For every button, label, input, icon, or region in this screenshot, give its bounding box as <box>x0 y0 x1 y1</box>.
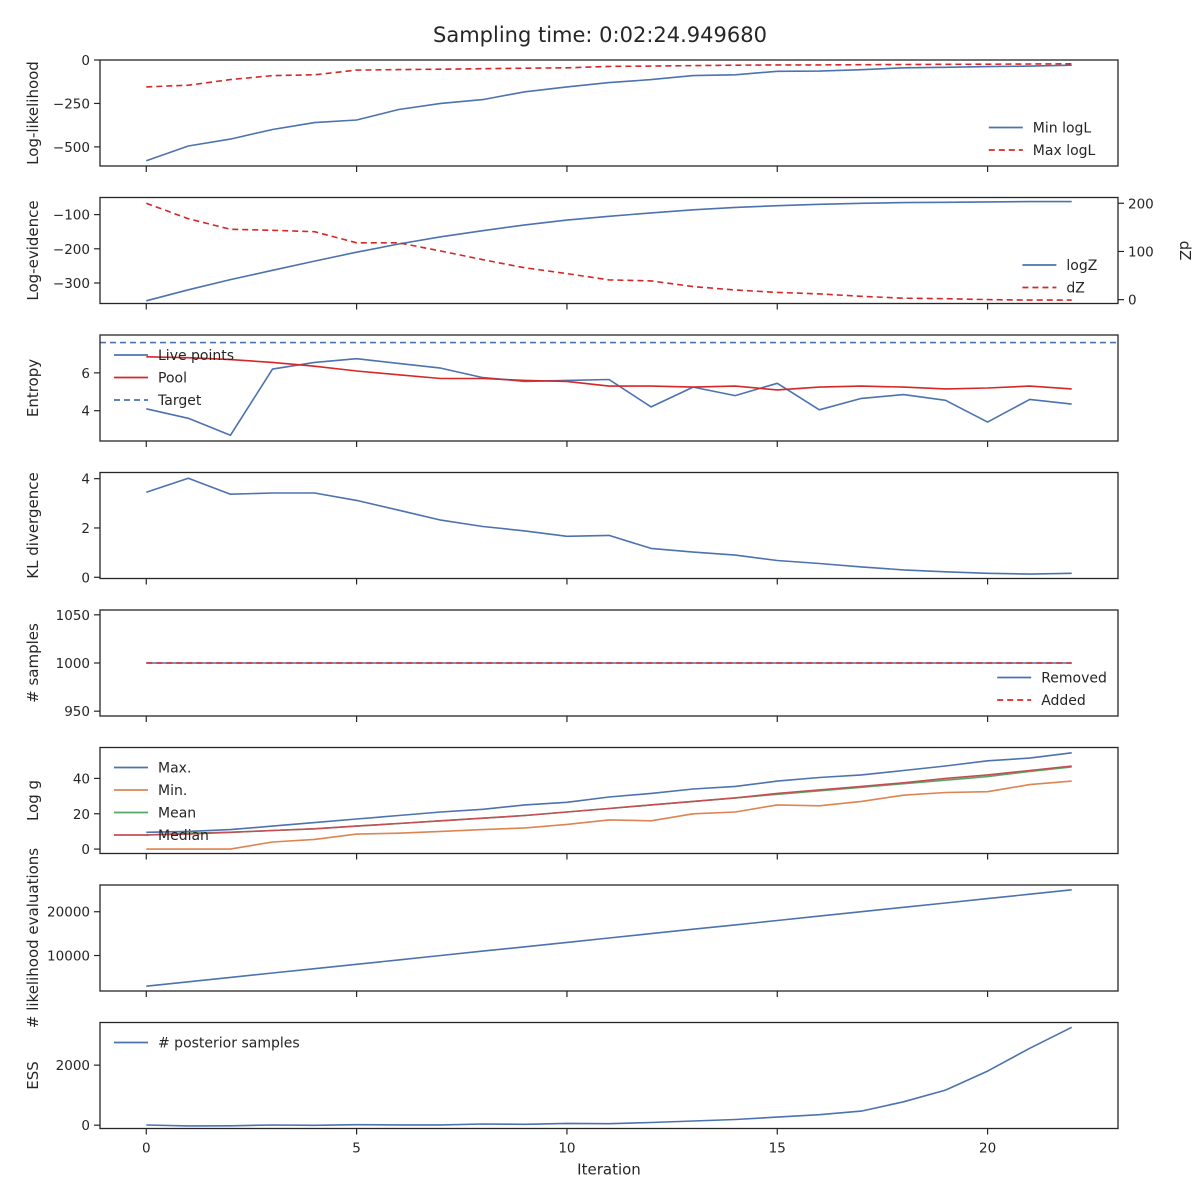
legend-label: # posterior samples <box>158 1036 300 1052</box>
series-line-max- <box>146 752 1072 834</box>
x-tick-label: 15 <box>769 1141 786 1157</box>
series-line-median <box>146 765 1072 836</box>
y-axis-label: # samples <box>24 623 42 703</box>
y2-tick-label: 100 <box>1128 244 1154 260</box>
series-line-pool <box>146 356 1072 391</box>
panel-2: 4 6 Entropy Live points Pool Target <box>24 334 1119 447</box>
axes-frame <box>99 334 1119 442</box>
axes-frame <box>99 196 1119 305</box>
panel-1: −100 −200 −300 0 100 200 dZ Log-evidence logZ dZ <box>24 196 1194 310</box>
y-axis-label: Entropy <box>24 359 42 417</box>
y-tick-label: 20 <box>73 807 90 823</box>
series-line-min-logl <box>146 64 1072 162</box>
legend: Removed Added <box>997 671 1107 709</box>
y-tick-label: −250 <box>53 96 90 112</box>
legend-label: Median <box>158 828 209 844</box>
y-tick-label: 40 <box>73 771 90 787</box>
y-tick-label: 2 <box>81 521 90 537</box>
y-tick-label: 0 <box>81 570 90 586</box>
y-tick-label: −300 <box>53 276 90 292</box>
y-tick-label: 0 <box>81 842 90 858</box>
y-axis-label: Log g <box>24 780 42 821</box>
x-axis-label: Iteration <box>577 1161 641 1179</box>
y-axis-label: KL divergence <box>24 472 42 578</box>
y2-tick-label: 0 <box>1128 293 1137 309</box>
legend-label: Live points <box>158 348 234 364</box>
y-tick-label: 20000 <box>47 905 90 921</box>
legend: Max. Min. Mean Median <box>114 761 209 844</box>
legend-label: Max logL <box>1033 143 1096 159</box>
legend-label: Target <box>157 393 202 409</box>
y-tick-label: −500 <box>53 140 90 156</box>
legend-label: Min. <box>158 783 187 799</box>
y-tick-label: −100 <box>53 208 90 224</box>
legend-label: Removed <box>1041 671 1107 687</box>
axes-frame <box>99 746 1119 855</box>
y-tick-label: 1050 <box>56 608 90 624</box>
panel-6: 20000 10000 # likelihood evaluations <box>24 848 1119 1028</box>
y-axis-label: # likelihood evaluations <box>24 848 42 1028</box>
legend: logZ dZ <box>1022 258 1097 297</box>
series-line-data <box>146 889 1072 987</box>
series-line-min- <box>146 780 1072 850</box>
y-tick-label: 1000 <box>56 656 90 672</box>
legend: Live points Pool Target <box>114 348 234 409</box>
x-tick-label: 5 <box>352 1141 361 1157</box>
y-tick-label: 0 <box>81 53 90 69</box>
y-tick-label: 4 <box>81 472 90 488</box>
y-tick-label: 2000 <box>56 1058 90 1074</box>
legend-label: logZ <box>1066 258 1097 274</box>
axes-frame <box>99 471 1119 580</box>
series-line-logz <box>146 200 1072 302</box>
y-tick-label: −200 <box>53 242 90 258</box>
x-tick-label: 10 <box>558 1141 575 1157</box>
series-line-max-logl <box>146 63 1072 88</box>
y-tick-label: 0 <box>81 1118 90 1134</box>
axes-frame <box>99 59 1119 167</box>
y-tick-label: 10000 <box>47 949 90 965</box>
y-axis-label: Log-evidence <box>24 200 42 300</box>
series-line-live-points <box>146 357 1072 437</box>
figure-title: Sampling time: 0:02:24.949680 <box>433 23 767 47</box>
series-line--posterior-samples <box>146 1026 1073 1127</box>
legend-label: Added <box>1041 693 1086 709</box>
series-line-dz <box>146 202 1072 301</box>
legend-label: Max. <box>158 761 191 777</box>
y2-tick-label: 200 <box>1128 196 1154 212</box>
series-line-data <box>146 477 1072 575</box>
x-tick-label: 20 <box>979 1141 996 1157</box>
legend-label: Mean <box>158 806 196 822</box>
legend: Min logL Max logL <box>988 121 1096 159</box>
panel-7: 0 2000 0 5 10 15 20 ESS Iteration # posterior sam… <box>24 1021 1119 1179</box>
axes-frame <box>99 884 1119 992</box>
x-tick-label: 0 <box>142 1141 151 1157</box>
legend-label: dZ <box>1066 281 1084 297</box>
legend-label: Min logL <box>1033 121 1092 137</box>
y-tick-label: 4 <box>81 404 90 420</box>
panels: 0 −250 −500 Log-likelihood Min logL Max logL −… <box>24 53 1194 1179</box>
legend: # posterior samples <box>114 1036 300 1052</box>
y2-axis-label: dZ <box>1176 241 1194 261</box>
panel-0: 0 −250 −500 Log-likelihood Min logL Max logL <box>24 53 1119 172</box>
axes-frame <box>99 1021 1119 1130</box>
y-axis-label: Log-likelihood <box>24 61 42 165</box>
legend-label: Pool <box>158 371 187 387</box>
panel-3: 0 2 4 KL divergence <box>24 471 1119 586</box>
y-axis-label: ESS <box>24 1061 42 1090</box>
panel-4: 1050 1000 950 # samples Removed Added <box>24 608 1119 722</box>
y-tick-label: 950 <box>64 704 90 720</box>
y-tick-label: 6 <box>81 366 90 382</box>
panel-5: 0 20 40 Log g Max. Min. Mean Median <box>24 746 1119 860</box>
